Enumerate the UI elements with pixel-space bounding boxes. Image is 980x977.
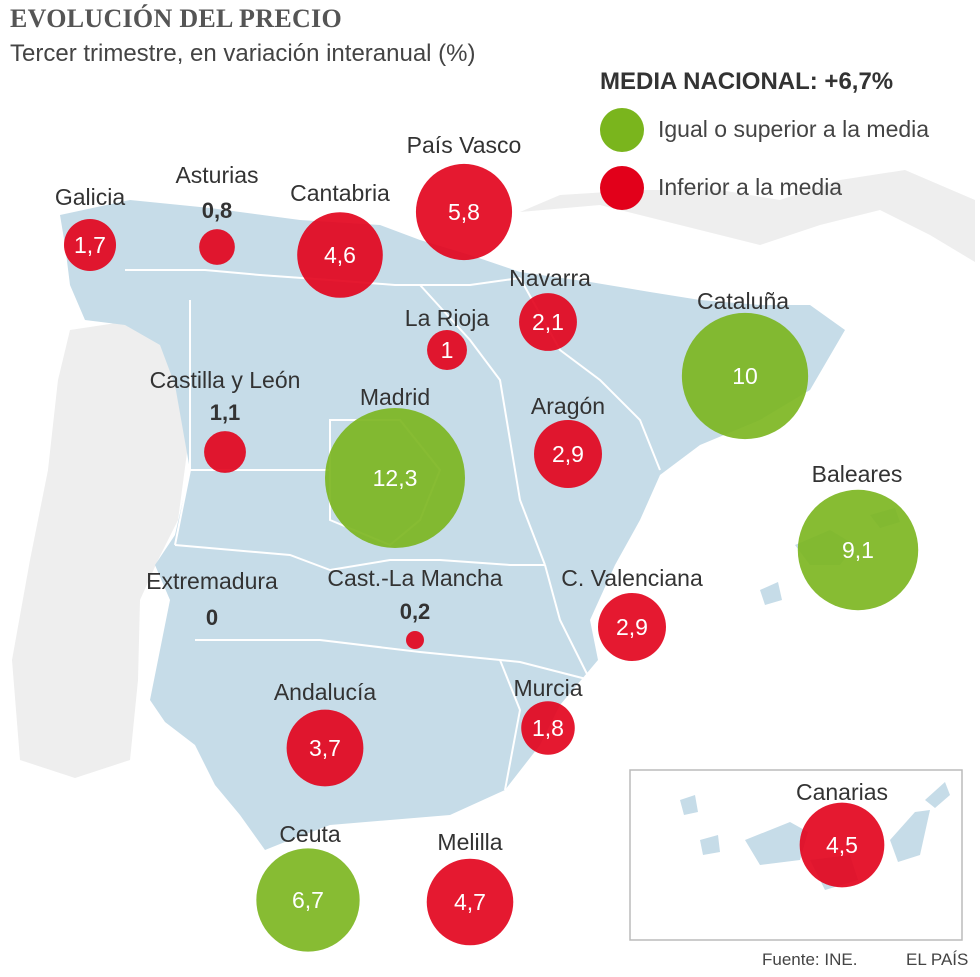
region-name-pais-vasco: País Vasco bbox=[407, 132, 522, 158]
legend-label-above: Igual o superior a la media bbox=[658, 116, 930, 142]
value-label-pais-vasco: 5,8 bbox=[448, 199, 480, 225]
value-label-madrid: 12,3 bbox=[373, 465, 418, 491]
source-note: Fuente: INE. bbox=[762, 950, 858, 969]
symbol-c-valenciana bbox=[598, 593, 666, 661]
region-name-madrid: Madrid bbox=[360, 384, 430, 410]
region-name-galicia: Galicia bbox=[55, 184, 126, 210]
value-label-c-valenciana: 2,9 bbox=[616, 614, 648, 640]
symbol-galicia bbox=[63, 218, 117, 272]
region-name-cantabria: Cantabria bbox=[290, 180, 390, 206]
symbol-canarias bbox=[799, 802, 885, 888]
region-name-canarias: Canarias bbox=[796, 779, 888, 805]
value-label-galicia: 1,7 bbox=[74, 232, 106, 258]
value-label-castilla-y-leon: 1,1 bbox=[210, 400, 241, 425]
region-name-navarra: Navarra bbox=[509, 265, 591, 291]
symbol-aragon bbox=[534, 420, 602, 488]
symbol-murcia bbox=[521, 701, 575, 755]
value-label-cantabria: 4,6 bbox=[324, 242, 356, 268]
region-name-c-valenciana: C. Valenciana bbox=[561, 565, 703, 591]
symbol-madrid bbox=[325, 408, 465, 548]
region-name-aragon: Aragón bbox=[531, 393, 605, 419]
value-label-melilla: 4,7 bbox=[454, 889, 486, 915]
legend-dot-above bbox=[600, 108, 644, 152]
region-name-ceuta: Ceuta bbox=[279, 821, 341, 847]
symbol-cantabria bbox=[297, 212, 383, 298]
symbol-cataluna bbox=[681, 312, 809, 440]
symbol-ceuta bbox=[256, 848, 360, 952]
value-label-canarias: 4,5 bbox=[826, 832, 858, 858]
region-name-cataluna: Cataluña bbox=[697, 288, 789, 314]
value-label-andalucia: 3,7 bbox=[309, 735, 341, 761]
region-name-murcia: Murcia bbox=[513, 675, 582, 701]
spain-mainland-shape bbox=[60, 200, 845, 850]
brand-logo: EL PAÍS bbox=[906, 950, 969, 969]
legend-label-below: Inferior a la media bbox=[658, 174, 843, 200]
region-name-andalucia: Andalucía bbox=[274, 679, 377, 705]
legend-title: MEDIA NACIONAL: +6,7% bbox=[600, 68, 894, 95]
symbol-la-rioja bbox=[427, 330, 467, 370]
region-name-asturias: Asturias bbox=[175, 162, 258, 188]
symbol-pais-vasco bbox=[415, 163, 513, 261]
value-label-la-rioja: 1 bbox=[441, 337, 454, 363]
symbol-asturias bbox=[199, 229, 235, 265]
symbol-navarra bbox=[519, 293, 577, 351]
legend-dot-below bbox=[600, 166, 644, 210]
chart-title: EVOLUCIÓN DEL PRECIO bbox=[10, 4, 342, 33]
region-name-castilla-y-leon: Castilla y León bbox=[150, 367, 301, 393]
value-label-asturias: 0,8 bbox=[202, 198, 233, 223]
region-name-la-rioja: La Rioja bbox=[405, 305, 490, 331]
region-name-baleares: Baleares bbox=[812, 461, 903, 487]
region-name-melilla: Melilla bbox=[437, 829, 502, 855]
symbol-baleares bbox=[797, 489, 919, 611]
value-label-navarra: 2,1 bbox=[532, 309, 564, 335]
symbol-andalucia bbox=[286, 709, 364, 787]
value-label-aragon: 2,9 bbox=[552, 441, 584, 467]
region-name-cast-la-mancha: Cast.-La Mancha bbox=[327, 565, 502, 591]
value-label-baleares: 9,1 bbox=[842, 537, 874, 563]
portugal-shape bbox=[12, 318, 190, 778]
value-label-murcia: 1,8 bbox=[532, 715, 564, 741]
symbol-castilla-y-leon bbox=[204, 431, 246, 473]
chart-subtitle: Tercer trimestre, en variación interanua… bbox=[10, 40, 476, 67]
value-label-ceuta: 6,7 bbox=[292, 887, 324, 913]
value-label-cataluna: 10 bbox=[732, 363, 758, 389]
region-name-extremadura: Extremadura bbox=[146, 568, 278, 594]
value-label-extremadura: 0 bbox=[206, 605, 218, 630]
region-symbols: Galicia 1,7 Asturias 0,8 Cantabria 4,6 País Va… bbox=[55, 132, 919, 952]
symbol-cast-la-mancha bbox=[406, 631, 424, 649]
value-label-cast-la-mancha: 0,2 bbox=[400, 599, 431, 624]
symbol-melilla bbox=[426, 858, 514, 946]
